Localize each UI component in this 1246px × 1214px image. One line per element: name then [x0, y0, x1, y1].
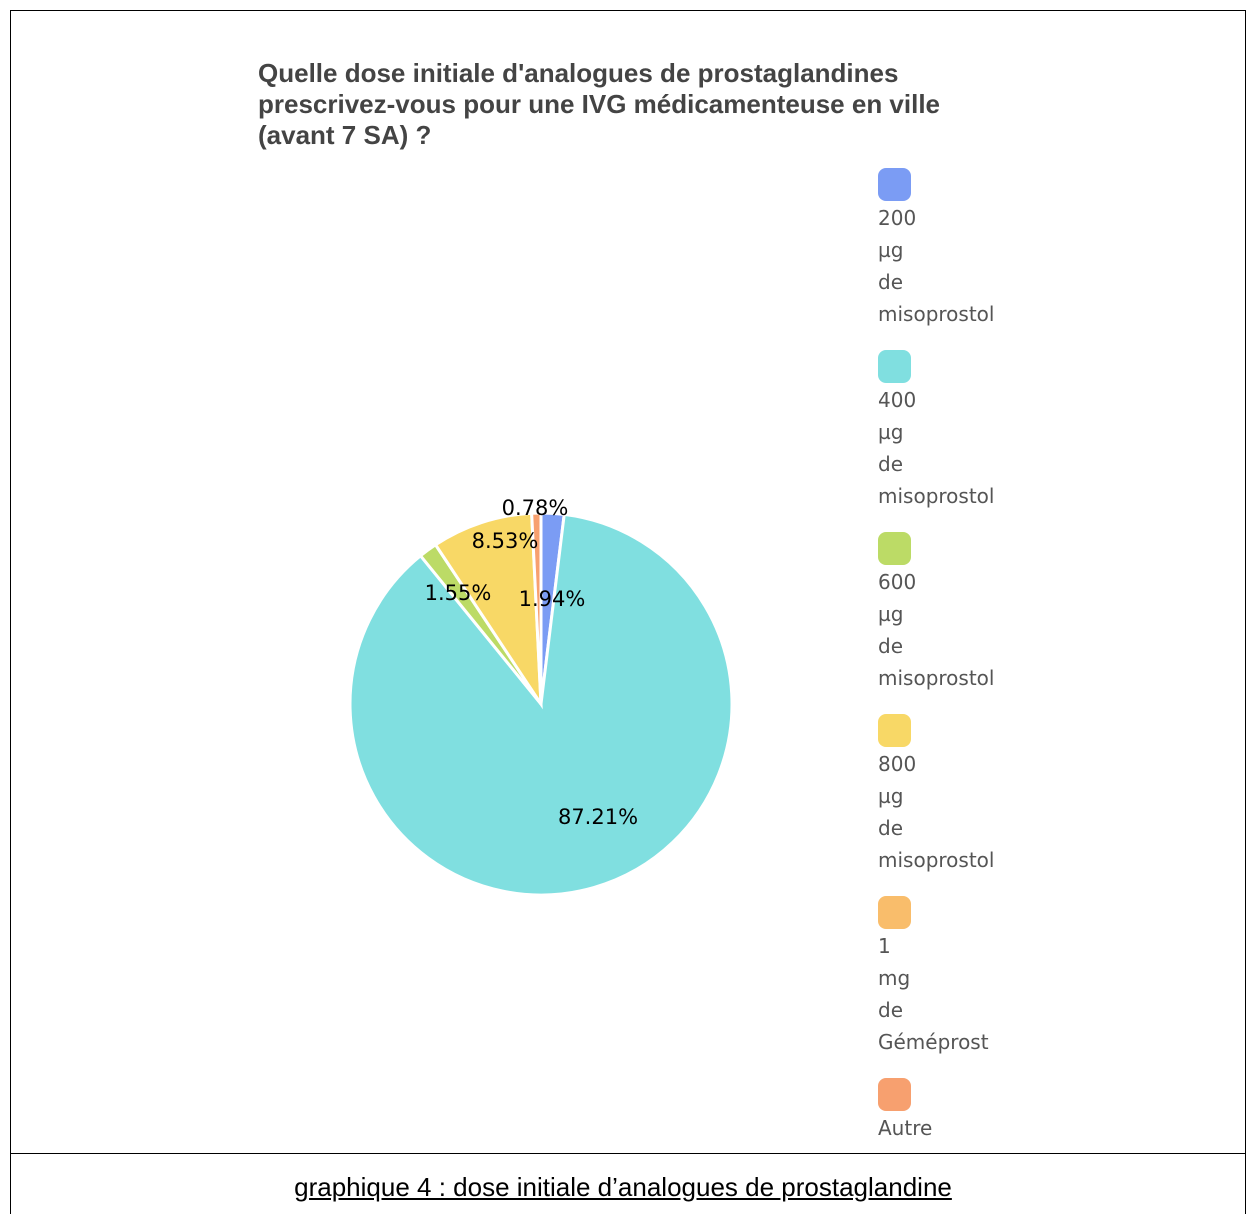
legend-swatch — [878, 1078, 911, 1111]
slice-percent-label: 87.21% — [558, 805, 638, 829]
legend-label: 600 µg de misoprostol — [878, 570, 995, 690]
caption-divider — [10, 1153, 1246, 1154]
legend-item: 400 µg de misoprostol — [878, 350, 1018, 512]
slice-percent-label: 1.55% — [425, 581, 492, 605]
legend-item: Autre — [878, 1078, 1018, 1144]
legend-label: 1 mg de Géméprost — [878, 934, 989, 1054]
legend-item: 1 mg de Géméprost — [878, 896, 1018, 1058]
legend-label: Autre — [878, 1116, 933, 1140]
legend-label: 400 µg de misoprostol — [878, 388, 995, 508]
chart-title: Quelle dose initiale d'analogues de pros… — [258, 58, 941, 150]
legend-item: 800 µg de misoprostol — [878, 714, 1018, 876]
pie-labels: 1.94% 87.21% 1.55% 8.53% 0.78% — [425, 496, 638, 829]
legend: 200 µg de misoprostol 400 µg de misoprostol 600 µ… — [878, 168, 1018, 1164]
legend-item: 200 µg de misoprostol — [878, 168, 1018, 330]
legend-label: 800 µg de misoprostol — [878, 752, 995, 872]
legend-label: 200 µg de misoprostol — [878, 206, 995, 326]
pie-slices — [348, 511, 734, 897]
pie-slice — [433, 511, 543, 710]
legend-item: 600 µg de misoprostol — [878, 532, 1018, 694]
figure-caption: graphique 4 : dose initiale d’analogues … — [294, 1172, 952, 1202]
slice-percent-label: 1.94% — [519, 587, 586, 611]
pie-chart: 1.94% 87.21% 1.55% 8.53% 0.78% — [348, 496, 734, 897]
slice-percent-label: 0.78% — [502, 496, 569, 520]
legend-swatch — [878, 896, 911, 929]
slice-percent-label: 8.53% — [472, 529, 539, 553]
legend-swatch — [878, 714, 911, 747]
legend-swatch — [878, 168, 911, 201]
legend-swatch — [878, 350, 911, 383]
legend-swatch — [878, 532, 911, 565]
pie-slice — [530, 511, 543, 705]
